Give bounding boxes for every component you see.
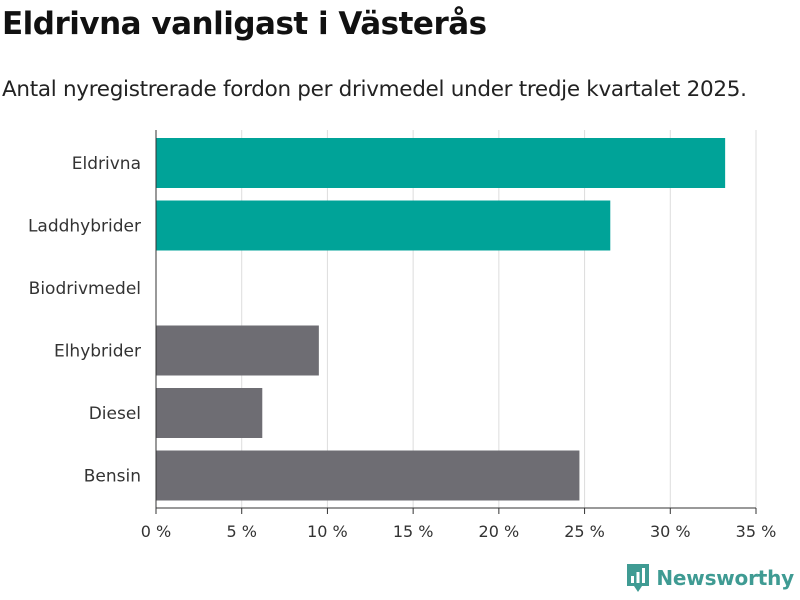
category-label: Biodrivmedel [29,279,141,299]
brand-name: Newsworthy [656,566,794,590]
chart-title: Eldrivna vanligast i Västerås [2,6,487,42]
chart-subtitle: Antal nyregistrerade fordon per drivmede… [2,77,747,102]
x-tick-label: 30 % [650,522,691,541]
x-tick-label: 25 % [564,522,605,541]
gridlines [241,130,757,508]
x-tick-label: 20 % [479,522,520,541]
x-tick-label: 10 % [307,522,348,541]
bar-elhybrider [156,325,319,376]
newsworthy-logo-icon [627,564,650,592]
bar-bensin [156,450,580,501]
bar-chart: Eldrivna Laddhybrider Biodrivmedel Elhybrid… [28,130,777,541]
category-label: Bensin [84,467,141,487]
brand-logo: Newsworthy [626,563,794,593]
bar-diesel [156,388,263,438]
x-tick-label: 5 % [226,522,256,541]
x-tick-label: 15 % [393,522,434,541]
x-axis: 0 % 5 % 10 % 15 % 20 % 25 % 30 % 35 % [141,130,777,541]
category-label: Eldrivna [72,154,141,174]
bar-eldrivna [156,138,726,188]
category-labels: Eldrivna Laddhybrider Biodrivmedel Elhybrid… [28,154,141,487]
category-label: Elhybrider [54,342,141,362]
category-label: Diesel [89,404,141,424]
bar-laddhybrider [156,200,611,251]
bars [156,138,726,501]
x-tick-label: 0 % [141,522,171,541]
x-tick-label: 35 % [736,522,777,541]
category-label: Laddhybrider [28,217,141,237]
